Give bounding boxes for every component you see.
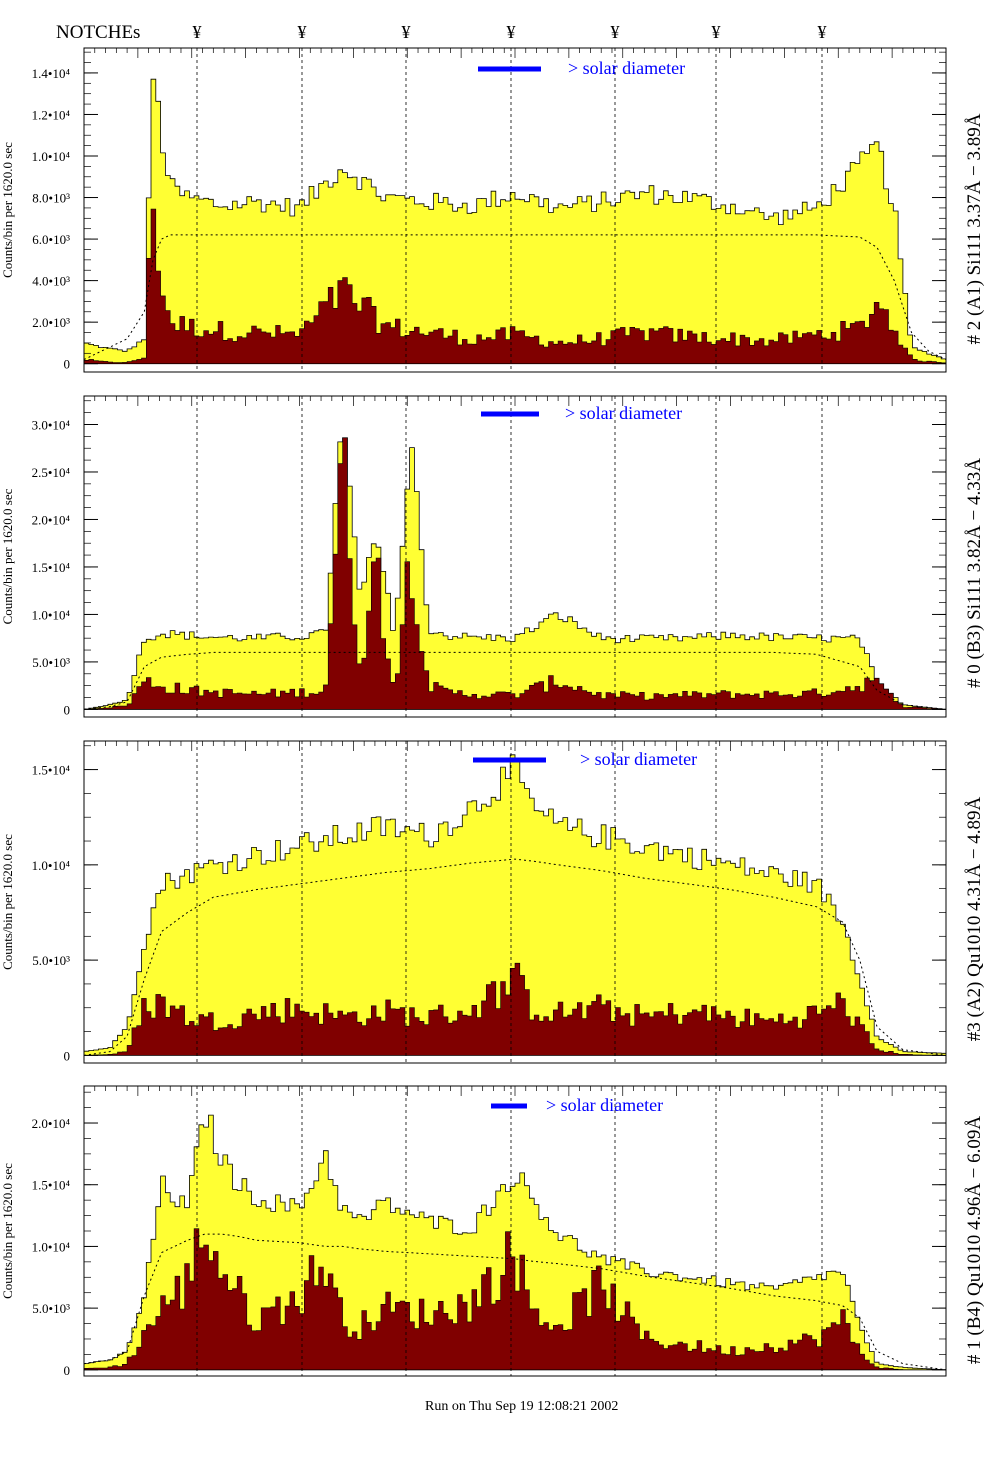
notch-symbol: ¥ <box>611 22 620 42</box>
chart-panel: 0 5.0•10³ 1.0•10⁴ 1.5•10⁴ 2.0•10⁴ Counts/bin … <box>0 1085 985 1378</box>
y-tick-label: 1.2•10⁴ <box>32 107 71 122</box>
solar-diameter-label: > solar diameter <box>546 1095 663 1115</box>
y-tick-label: 2.0•10⁴ <box>32 1116 71 1131</box>
y-tick-label: 0 <box>64 702 71 717</box>
chart-panel: 0 5.0•10³ 1.0•10⁴ 1.5•10⁴ 2.0•10⁴ 2.5•10⁴ 3.0•… <box>0 395 985 718</box>
detector-label: #3 (A2) Qu1010 4.31Å − 4.89Å <box>964 796 985 1041</box>
detector-label: # 0 (B3) Si111 3.82Å − 4.33Å <box>964 458 985 688</box>
y-axis-label: Counts/bin per 1620.0 sec <box>0 1163 15 1299</box>
notch-symbol: ¥ <box>193 22 202 42</box>
y-tick-label: 1.5•10⁴ <box>32 560 71 575</box>
notches-label: NOTCHEs <box>56 22 140 43</box>
partial-counts-histogram <box>83 1228 947 1371</box>
chart-panel: 0 2.0•10³ 4.0•10³ 6.0•10³ 8.0•10³ 1.0•10⁴ 1.2•… <box>0 47 985 373</box>
y-tick-label: 4.0•10³ <box>32 274 70 289</box>
solar-diameter-label: > solar diameter <box>580 749 697 769</box>
chart-panel: 0 5.0•10³ 1.0•10⁴ 1.5•10⁴ Counts/bin per 162… <box>0 740 985 1064</box>
total-counts-histogram <box>83 437 947 710</box>
notch-symbol: ¥ <box>712 22 721 42</box>
total-counts-histogram <box>83 78 947 365</box>
y-tick-label: 1.5•10⁴ <box>32 1178 71 1193</box>
partial-counts-histogram <box>83 962 947 1056</box>
y-tick-label: 1.0•10⁴ <box>32 149 71 164</box>
notch-symbol: ¥ <box>818 22 827 42</box>
y-tick-label: 6.0•10³ <box>32 232 70 247</box>
model-curve <box>83 651 947 710</box>
partial-counts-histogram <box>83 208 947 364</box>
solar-diameter-label: > solar diameter <box>568 58 685 78</box>
notch-symbol: ¥ <box>298 22 307 42</box>
model-curve <box>83 234 947 360</box>
y-tick-label: 1.0•10⁴ <box>32 1239 71 1254</box>
y-tick-label: 1.4•10⁴ <box>32 66 71 81</box>
y-tick-label: 8.0•10³ <box>32 191 70 206</box>
y-axis-label: Counts/bin per 1620.0 sec <box>0 834 15 970</box>
y-tick-label: 0 <box>64 357 71 372</box>
y-axis-label: Counts/bin per 1620.0 sec <box>0 142 15 278</box>
y-tick-label: 2.0•10⁴ <box>32 512 71 527</box>
y-tick-label: 5.0•10³ <box>32 655 70 670</box>
y-tick-label: 0 <box>64 1363 71 1378</box>
notch-symbols: ¥ ¥ ¥ ¥ ¥ ¥ ¥ <box>193 22 827 42</box>
notch-symbol: ¥ <box>507 22 516 42</box>
y-tick-label: 5.0•10³ <box>32 953 70 968</box>
partial-counts-histogram <box>83 437 947 710</box>
solar-diameter-label: > solar diameter <box>565 403 682 423</box>
y-axis-label: Counts/bin per 1620.0 sec <box>0 488 15 624</box>
run-timestamp: Run on Thu Sep 19 12:08:21 2002 <box>425 1399 618 1414</box>
y-tick-label: 2.0•10³ <box>32 315 70 330</box>
total-counts-histogram <box>83 754 947 1056</box>
y-tick-label: 5.0•10³ <box>32 1301 70 1316</box>
y-tick-label: 1.0•10⁴ <box>32 607 71 622</box>
y-tick-label: 0 <box>64 1048 71 1063</box>
panels: 0 2.0•10³ 4.0•10³ 6.0•10³ 8.0•10³ 1.0•10⁴ 1.2•… <box>0 47 985 1378</box>
y-tick-label: 2.5•10⁴ <box>32 465 71 480</box>
y-tick-label: 1.5•10⁴ <box>32 763 71 778</box>
detector-label: # 2 (A1) Si111 3.37Å − 3.89Å <box>964 113 985 344</box>
detector-label: # 1 (B4) Qu1010 4.96Å − 6.09Å <box>964 1116 985 1364</box>
y-tick-label: 3.0•10⁴ <box>32 417 71 432</box>
notch-symbol: ¥ <box>402 22 411 42</box>
model-curve <box>83 858 947 1056</box>
y-tick-label: 1.0•10⁴ <box>32 858 71 873</box>
model-curve <box>83 1233 947 1371</box>
